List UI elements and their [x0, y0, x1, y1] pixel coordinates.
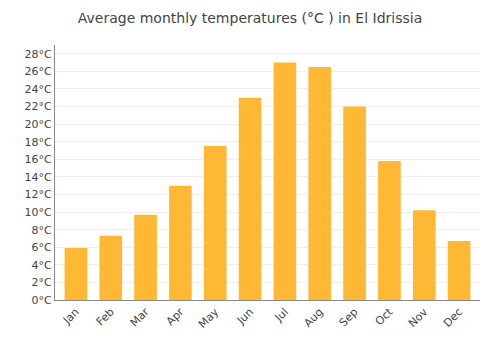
svg-text:0°C: 0°C	[32, 294, 52, 307]
svg-text:24°C: 24°C	[25, 83, 52, 96]
svg-text:28°C: 28°C	[25, 48, 52, 61]
svg-text:14°C: 14°C	[25, 171, 52, 184]
svg-text:Sep: Sep	[337, 306, 361, 330]
svg-text:18°C: 18°C	[25, 136, 52, 149]
svg-text:22°C: 22°C	[25, 100, 52, 113]
svg-text:26°C: 26°C	[25, 65, 52, 78]
svg-text:May: May	[196, 305, 222, 331]
svg-text:4°C: 4°C	[32, 259, 52, 272]
svg-text:Oct: Oct	[373, 305, 396, 328]
svg-text:Nov: Nov	[406, 305, 431, 330]
svg-text:Mar: Mar	[128, 305, 152, 329]
svg-text:16°C: 16°C	[25, 153, 52, 166]
svg-text:12°C: 12°C	[25, 188, 52, 201]
svg-text:Jun: Jun	[234, 305, 256, 327]
svg-text:Apr: Apr	[164, 305, 187, 328]
svg-text:Aug: Aug	[301, 306, 325, 330]
svg-text:6°C: 6°C	[32, 241, 52, 254]
svg-text:Jul: Jul	[272, 306, 291, 325]
svg-text:2°C: 2°C	[32, 276, 52, 289]
svg-text:Feb: Feb	[94, 306, 117, 329]
svg-text:10°C: 10°C	[25, 206, 52, 219]
svg-text:Dec: Dec	[441, 306, 465, 330]
svg-text:20°C: 20°C	[25, 118, 52, 131]
svg-text:8°C: 8°C	[32, 224, 52, 237]
svg-text:Jan: Jan	[60, 306, 82, 328]
svg-text:Average monthly temperatures (: Average monthly temperatures (°C ) in El…	[78, 10, 422, 26]
